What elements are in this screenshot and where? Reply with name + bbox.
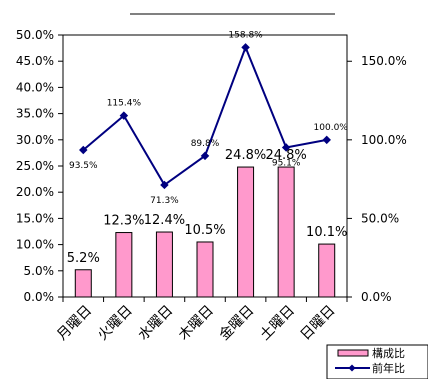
bar: [74, 269, 92, 298]
y-left-tick-label: 15.0%: [16, 211, 54, 225]
bar: [115, 232, 133, 298]
line-marker: [281, 143, 291, 152]
bar-data-label: 24.8%: [225, 148, 266, 163]
y-left-tick-label: 50.0%: [16, 28, 54, 42]
bar: [196, 241, 214, 298]
bar-data-label: 24.8%: [265, 148, 306, 163]
bar-data-label: 12.3%: [103, 214, 144, 229]
x-category-label: 日曜日: [298, 303, 339, 344]
line-data-label: 89.8%: [191, 139, 220, 149]
line-data-label: 115.4%: [107, 99, 142, 109]
x-axis-categories: 月曜日 火曜日 水曜日 木曜日 金曜日 土曜日 日曜日: [54, 297, 348, 344]
bar-data-labels: 5.2% 12.3% 12.4%10.5% 24.8% 24.8% 10.1%: [67, 148, 348, 266]
y-left-tick-label: 20.0%: [16, 185, 54, 199]
line-data-label: 158.8%: [228, 30, 263, 40]
line-marker: [79, 145, 88, 155]
y-right-tick-label: 150.0%: [361, 54, 407, 68]
y-left-tick-label: 30.0%: [16, 133, 54, 147]
line-marker: [119, 111, 129, 120]
x-category-label: 月曜日: [54, 303, 95, 344]
legend-label-line: 前年比: [372, 361, 405, 375]
legend: 構成比 前年比: [326, 344, 428, 379]
x-category-label: 水曜日: [135, 303, 176, 344]
line-marker: [241, 43, 250, 52]
y-left-tick-label: 0.0%: [24, 290, 55, 304]
line-data-label: 100.0%: [314, 123, 349, 133]
bar: [277, 166, 295, 298]
line-marker: [200, 151, 210, 161]
line-marker: [322, 135, 331, 145]
bar-series: [74, 166, 336, 298]
y-left-tick-label: 40.0%: [16, 80, 54, 94]
x-category-label: 金曜日: [216, 303, 257, 344]
y-left-tick-label: 5.0%: [24, 264, 55, 278]
y-right-tick-label: 100.0%: [361, 133, 407, 147]
legend-line-marker: [348, 364, 356, 372]
x-category-label: 木曜日: [176, 303, 217, 344]
legend-label-bar: 構成比: [372, 347, 405, 360]
x-category-label: 火曜日: [95, 303, 136, 344]
line-marker: [160, 180, 169, 190]
bar: [318, 243, 336, 298]
y-axis-right: 0.0% 50.0% 100.0% 150.0%: [347, 54, 407, 304]
y-left-tick-label: 25.0%: [16, 159, 54, 173]
bar-data-label: 10.1%: [306, 225, 347, 240]
legend-bar-swatch: [337, 349, 369, 357]
y-left-tick-label: 35.0%: [16, 107, 54, 121]
bar: [237, 166, 255, 298]
line-data-label: 71.3%: [150, 196, 179, 206]
line-data-labels: 93.5% 115.4% 71.3% 89.8% 158.8% 95.1% 100.0%: [69, 30, 348, 206]
line-data-label: 93.5%: [69, 161, 98, 171]
y-right-tick-label: 0.0%: [361, 290, 392, 304]
y-axis-left: 0.0% 5.0% 10.0% 15.0% 20.0% 25.0% 30.0% 35.0% 40…: [16, 28, 63, 304]
y-left-tick-label: 10.0%: [16, 238, 54, 252]
bar: [155, 231, 173, 298]
bar-data-label: 12.4%: [144, 213, 185, 228]
line-data-label: 95.1%: [272, 159, 301, 169]
y-left-tick-label: 45.0%: [16, 54, 54, 68]
bar-data-label: 10.5%: [184, 223, 225, 238]
x-category-label: 土曜日: [257, 303, 298, 344]
bar-data-label: 5.2%: [67, 251, 100, 266]
line-series: [79, 43, 331, 190]
y-right-tick-label: 50.0%: [361, 211, 399, 225]
